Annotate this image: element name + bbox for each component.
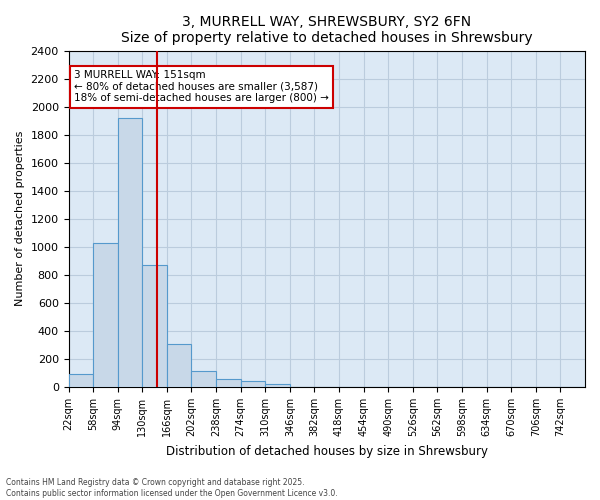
Title: 3, MURRELL WAY, SHREWSBURY, SY2 6FN
Size of property relative to detached houses: 3, MURRELL WAY, SHREWSBURY, SY2 6FN Size…: [121, 15, 533, 45]
Text: 3 MURRELL WAY: 151sqm
← 80% of detached houses are smaller (3,587)
18% of semi-d: 3 MURRELL WAY: 151sqm ← 80% of detached …: [74, 70, 329, 103]
Bar: [167, 344, 191, 387]
Bar: [191, 371, 216, 387]
Bar: [142, 265, 167, 387]
Bar: [241, 381, 265, 387]
Bar: [265, 384, 290, 387]
Bar: [216, 378, 241, 387]
Y-axis label: Number of detached properties: Number of detached properties: [15, 131, 25, 306]
Bar: [118, 118, 142, 387]
Bar: [68, 374, 93, 387]
Text: Contains HM Land Registry data © Crown copyright and database right 2025.
Contai: Contains HM Land Registry data © Crown c…: [6, 478, 338, 498]
Bar: [93, 242, 118, 387]
X-axis label: Distribution of detached houses by size in Shrewsbury: Distribution of detached houses by size …: [166, 444, 488, 458]
